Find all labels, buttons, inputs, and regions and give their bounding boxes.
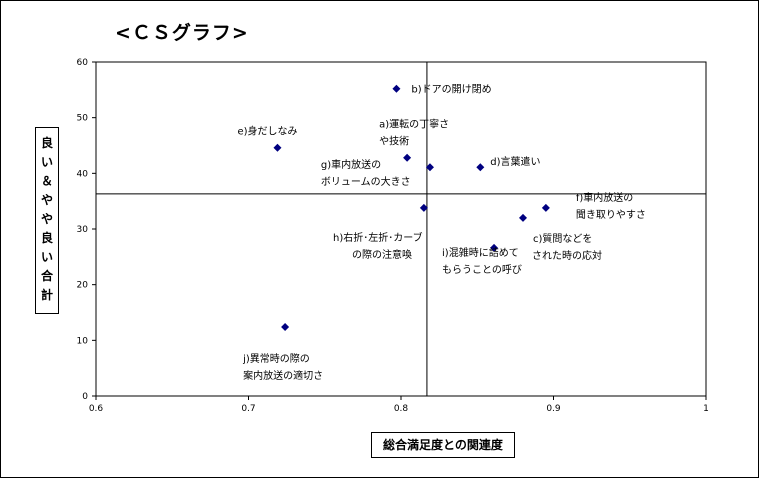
plot-area [95,61,707,397]
data-point-label: 案内放送の適切さ [243,369,323,382]
x-tick-label: 1 [703,404,709,414]
data-point-label: j)異常時の際の [242,352,310,365]
data-point [403,153,412,162]
data-point-label: d)言葉遣い [490,155,540,168]
y-tick-label: 50 [77,114,89,124]
y-tick-label: 60 [77,58,89,68]
x-tick-label: 0.8 [394,404,409,414]
y-tick-label: 40 [77,169,89,179]
data-point [490,243,499,252]
x-tick-label: 0.9 [546,404,561,414]
x-axis-label: 総合満足度との関連度 [383,438,503,452]
x-tick-label: 0.6 [89,404,104,414]
data-point-label: e)身だしなみ [237,125,297,138]
data-point-label: の際の注意喚 [352,248,412,261]
data-point [425,163,434,172]
y-tick-label: 30 [77,225,89,235]
data-point [476,163,485,172]
data-point-label: h)右折･左折･カーブ [333,231,423,244]
data-point-label: ボリュームの大きさ [321,175,411,188]
data-point-label: f)車内放送の [576,191,633,204]
data-point-label: a)運転の丁寧さ [379,118,449,131]
y-tick-label: 0 [82,392,88,402]
data-point-label: g)車内放送の [321,158,381,171]
data-point-label: b)ドアの開け閉め [411,84,491,96]
y-tick-label: 20 [77,281,89,291]
y-tick-label: 10 [77,336,89,346]
data-point [541,203,550,212]
data-point-label: や技術 [379,135,409,148]
data-point-label: 聞き取りやすさ [576,209,646,221]
x-axis-label-box: 総合満足度との関連度 [371,432,515,458]
data-point-label: された時の応対 [532,249,602,262]
y-axis-label-box: 良い＆やや良い合計 [35,127,59,314]
data-point [273,143,282,152]
y-axis-label: 良い＆やや良い合計 [40,136,53,302]
data-point-label: c)質問などを [533,232,592,245]
data-point [392,84,401,93]
data-point [519,213,527,222]
chart-title: <ＣＳグラフ> [115,22,249,44]
data-point-label: もらうことの呼び [442,264,522,276]
data-point [419,203,428,212]
data-point [281,322,290,331]
x-tick-label: 0.7 [241,404,255,414]
data-point-label: i)混雑時に詰めて [442,246,519,259]
